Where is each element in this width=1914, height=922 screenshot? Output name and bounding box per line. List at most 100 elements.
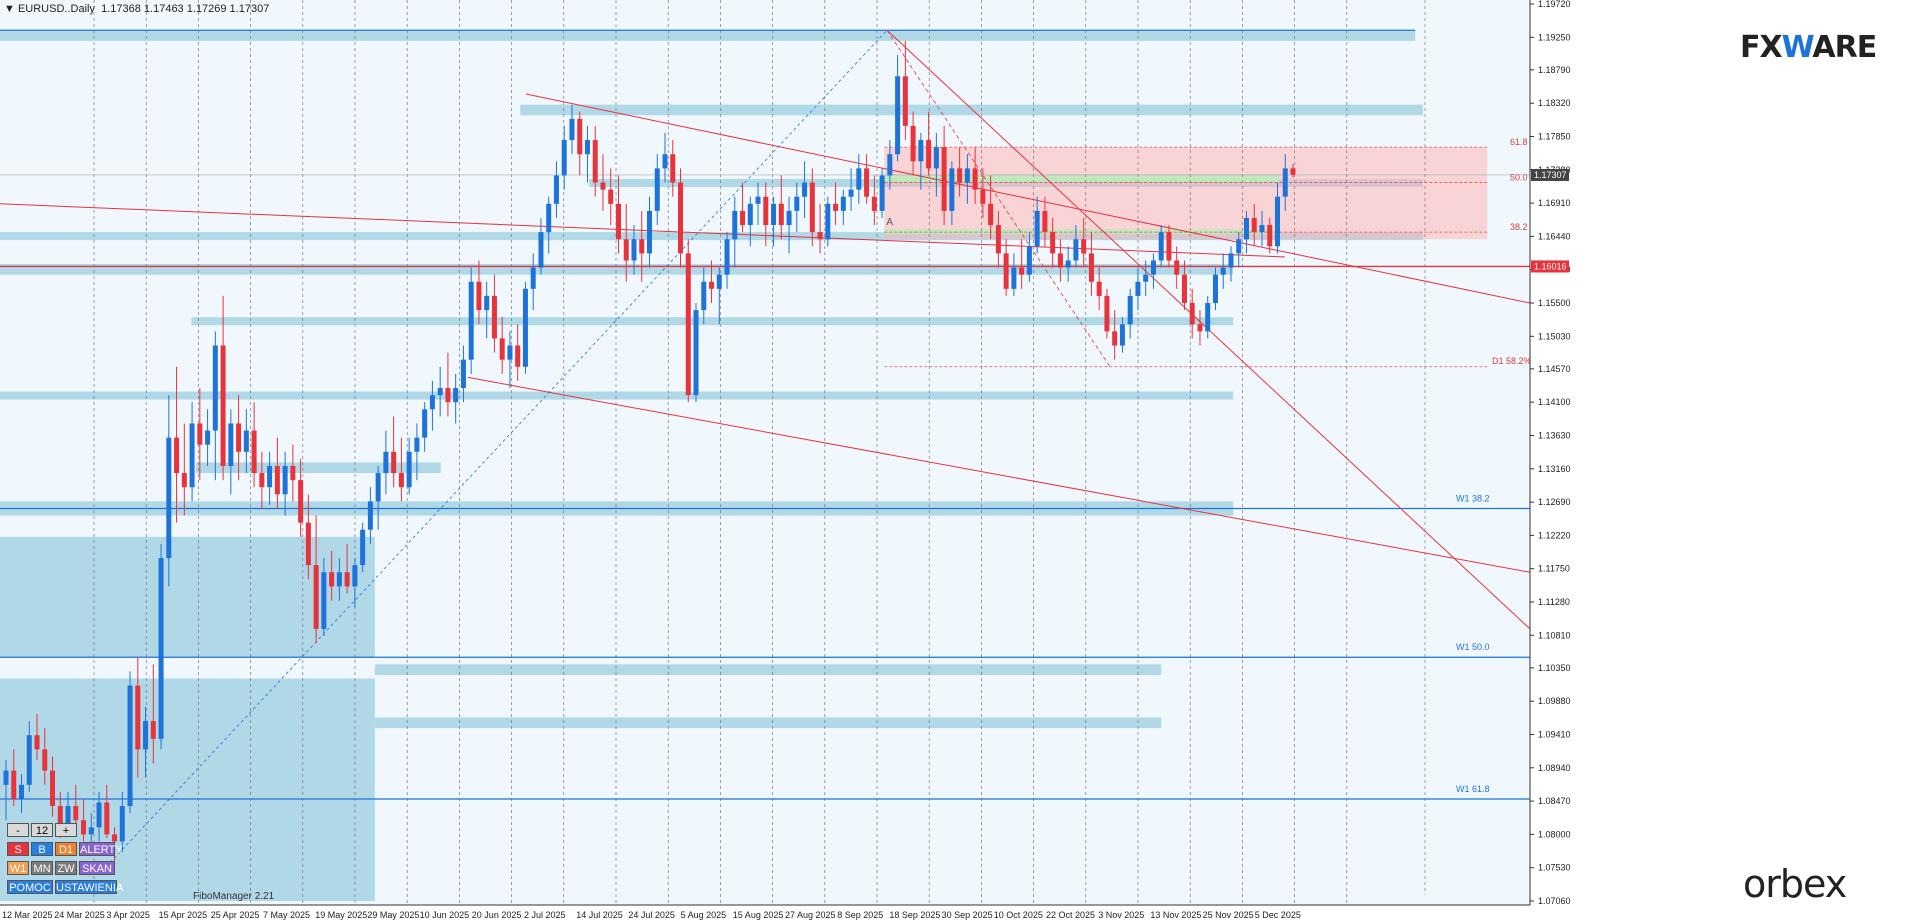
candle-body bbox=[1127, 295, 1133, 325]
candle-body bbox=[553, 175, 559, 204]
candle-body bbox=[763, 196, 769, 226]
candle-body bbox=[57, 806, 63, 828]
candle-body bbox=[127, 685, 133, 807]
candle-body bbox=[1236, 239, 1242, 254]
candle-body bbox=[771, 203, 777, 226]
candle-body bbox=[577, 118, 583, 155]
candle-body bbox=[174, 437, 180, 474]
price-tick-label: 1.13160 bbox=[1538, 464, 1571, 474]
candle-body bbox=[1197, 324, 1203, 332]
price-tick-label: 1.16910 bbox=[1538, 198, 1571, 208]
candle-body bbox=[19, 784, 25, 799]
panel-button-skan[interactable]: SKAN bbox=[79, 861, 115, 875]
trend-line bbox=[0, 203, 1286, 258]
candle-body bbox=[267, 465, 273, 488]
candle-body bbox=[1019, 267, 1025, 275]
header-arrow-icon[interactable]: ▼ bbox=[4, 3, 15, 15]
candle-body bbox=[1065, 260, 1071, 268]
candle-body bbox=[1011, 267, 1017, 289]
candle-body bbox=[918, 140, 924, 162]
sr-zone bbox=[374, 717, 1162, 729]
price-tick-label: 1.10810 bbox=[1538, 630, 1571, 640]
red-level-label: 1.16016 bbox=[1534, 261, 1567, 271]
candle-body bbox=[561, 140, 567, 176]
time-tick-label: 24 Mar 2025 bbox=[54, 910, 105, 920]
candle-body bbox=[251, 430, 257, 474]
time-tick-label: 5 Dec 2025 bbox=[1255, 910, 1301, 920]
candle-body bbox=[1228, 253, 1234, 268]
panel-button-b[interactable]: B bbox=[31, 842, 53, 856]
sr-zone bbox=[191, 317, 1234, 326]
candle-body bbox=[1212, 274, 1218, 303]
price-tick-label: 1.15500 bbox=[1538, 298, 1571, 308]
candle-body bbox=[453, 388, 459, 403]
candle-body bbox=[104, 802, 110, 835]
candle-body bbox=[112, 834, 118, 842]
fibomanager-label: FiboManager 2.21 bbox=[193, 891, 275, 902]
panel-button-w1[interactable]: W1 bbox=[7, 861, 29, 875]
candle-body bbox=[654, 168, 660, 211]
panel-button-alerty[interactable]: ALERTY bbox=[79, 842, 123, 856]
candle-body bbox=[422, 409, 428, 438]
candle-body bbox=[856, 168, 862, 190]
panel-button-zw[interactable]: ZW bbox=[55, 861, 77, 875]
red-level-box bbox=[1531, 260, 1569, 273]
time-tick-label: 12 Mar 2025 bbox=[2, 910, 53, 920]
candle-body bbox=[1220, 267, 1226, 275]
candle-body bbox=[848, 189, 854, 197]
candle-body bbox=[871, 196, 877, 211]
price-tick-label: 1.14570 bbox=[1538, 364, 1571, 374]
candle-body bbox=[716, 274, 722, 289]
candle-body bbox=[1042, 210, 1048, 233]
help-button[interactable]: POMOC bbox=[7, 880, 53, 894]
candle-body bbox=[631, 239, 637, 261]
price-tick-label: 1.11750 bbox=[1538, 564, 1570, 574]
candle-body bbox=[1290, 168, 1296, 175]
candle-body bbox=[941, 147, 947, 211]
candle-body bbox=[530, 267, 536, 289]
candle-body bbox=[1243, 217, 1249, 240]
candle-body bbox=[1003, 253, 1009, 289]
sr-zone bbox=[195, 462, 441, 474]
zoom-in-button[interactable]: + bbox=[55, 823, 77, 837]
time-tick-label: 29 May 2025 bbox=[367, 910, 419, 920]
sr-zone bbox=[520, 104, 1423, 116]
candle-body bbox=[546, 203, 552, 233]
candle-body bbox=[236, 423, 242, 452]
candle-body bbox=[1034, 210, 1040, 247]
zoom-out-button[interactable]: - bbox=[7, 823, 29, 837]
candle-body bbox=[964, 168, 970, 183]
candle-body bbox=[65, 806, 71, 828]
candle-body bbox=[639, 239, 645, 254]
candle-body bbox=[747, 203, 753, 226]
candle-body bbox=[96, 802, 102, 828]
candle-body bbox=[1282, 168, 1288, 197]
sr-zone bbox=[0, 536, 375, 658]
zoom-level-field[interactable]: 12 bbox=[31, 823, 53, 837]
candle-body bbox=[538, 232, 544, 268]
time-tick-label: 2 Jul 2025 bbox=[524, 910, 566, 920]
chart-header: ▼ EURUSD..Daily 1.17368 1.17463 1.17269 … bbox=[4, 3, 269, 15]
candle-body bbox=[825, 203, 831, 240]
panel-button-mn[interactable]: MN bbox=[31, 861, 53, 875]
panel-button-d1[interactable]: D1 bbox=[55, 842, 77, 856]
panel-button-s[interactable]: S bbox=[7, 842, 29, 856]
time-tick-label: 8 Sep 2025 bbox=[837, 910, 883, 920]
candle-body bbox=[1267, 225, 1273, 247]
candle-body bbox=[615, 203, 621, 240]
sr-zone bbox=[0, 30, 1416, 41]
settings-button[interactable]: USTAWIENIA bbox=[55, 880, 124, 894]
candle-body bbox=[26, 735, 32, 785]
candle-body bbox=[88, 827, 94, 835]
candle-body bbox=[685, 253, 691, 396]
sr-zone bbox=[0, 264, 1234, 275]
candle-body bbox=[840, 196, 846, 211]
candle-body bbox=[988, 203, 994, 226]
candle-body bbox=[228, 423, 234, 466]
candle-body bbox=[1026, 246, 1032, 275]
orbex-logo: orbex bbox=[1743, 862, 1847, 906]
candle-body bbox=[786, 210, 792, 226]
time-tick-label: 7 May 2025 bbox=[263, 910, 310, 920]
candle-body bbox=[507, 345, 513, 360]
